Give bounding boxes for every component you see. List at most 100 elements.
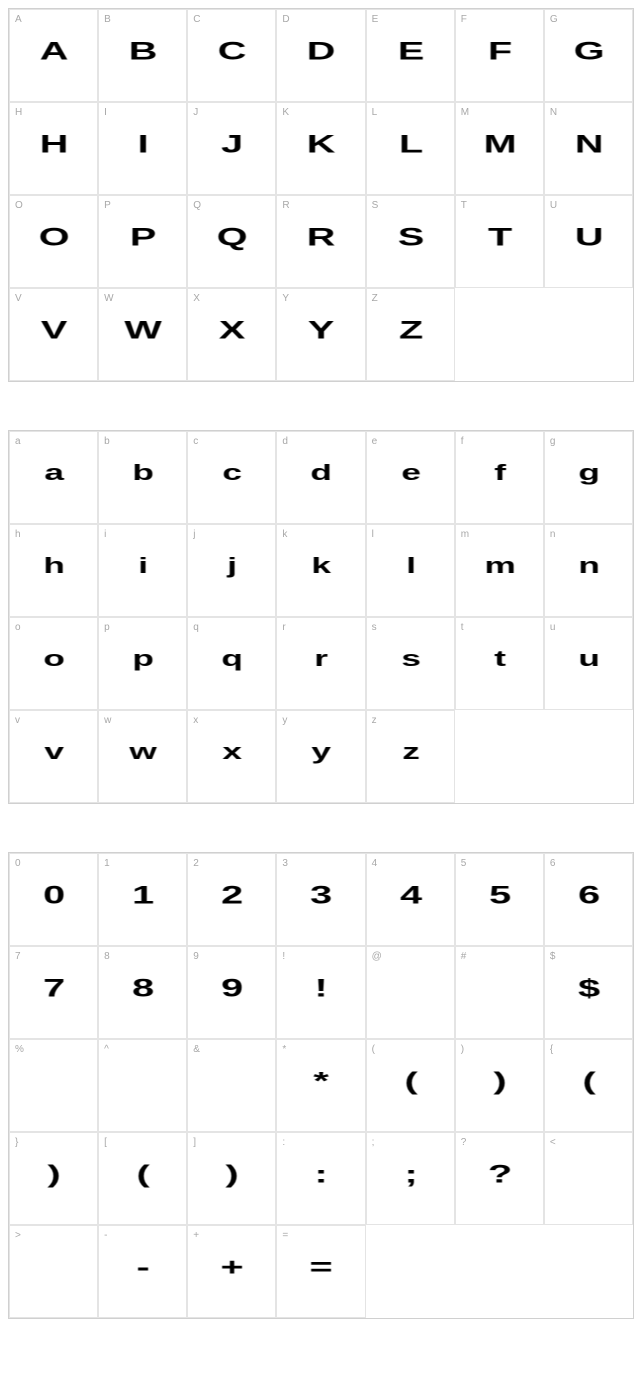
- charmap-cell[interactable]: MM: [455, 102, 544, 195]
- charmap-cell[interactable]: }): [9, 1132, 98, 1225]
- charmap-cell[interactable]: tt: [455, 617, 544, 710]
- charmap-cell[interactable]: 55: [455, 853, 544, 946]
- cell-glyph: e: [362, 460, 458, 486]
- charmap-cell[interactable]: JJ: [187, 102, 276, 195]
- charmap-cell[interactable]: kk: [276, 524, 365, 617]
- charmap-cell[interactable]: II: [98, 102, 187, 195]
- charmap-cell[interactable]: ]): [187, 1132, 276, 1225]
- charmap-cell[interactable]: **: [276, 1039, 365, 1132]
- charmap-cell[interactable]: vv: [9, 710, 98, 803]
- charmap-cell[interactable]: [(: [98, 1132, 187, 1225]
- charmap-cell[interactable]: pp: [98, 617, 187, 710]
- charmap-cell[interactable]: nn: [544, 524, 633, 617]
- charmap-cell[interactable]: QQ: [187, 195, 276, 288]
- cell-glyph: A: [6, 36, 102, 65]
- charmap-cell[interactable]: aa: [9, 431, 98, 524]
- cell-glyph: d: [273, 460, 369, 486]
- charmap-cell[interactable]: xx: [187, 710, 276, 803]
- charmap-cell[interactable]: ee: [366, 431, 455, 524]
- charmap-cell[interactable]: !!: [276, 946, 365, 1039]
- cell-glyph: E: [362, 36, 458, 65]
- charmap-cell[interactable]: qq: [187, 617, 276, 710]
- charmap-cell[interactable]: jj: [187, 524, 276, 617]
- cell-glyph: 9: [184, 973, 280, 1002]
- charmap-cell[interactable]: dd: [276, 431, 365, 524]
- charmap-cell[interactable]: KK: [276, 102, 365, 195]
- charmap-cell[interactable]: %: [9, 1039, 98, 1132]
- charmap-cell[interactable]: ++: [187, 1225, 276, 1318]
- charmap-cell[interactable]: oo: [9, 617, 98, 710]
- cell-glyph: I: [95, 129, 191, 158]
- charmap-cell[interactable]: FF: [455, 9, 544, 102]
- charmap-cell[interactable]: @: [366, 946, 455, 1039]
- cell-glyph: 7: [6, 973, 102, 1002]
- charmap-cell[interactable]: 00: [9, 853, 98, 946]
- cell-label: 2: [193, 858, 199, 869]
- charmap-cell[interactable]: RR: [276, 195, 365, 288]
- charmap-cell[interactable]: ==: [276, 1225, 365, 1318]
- charmap-cell[interactable]: uu: [544, 617, 633, 710]
- charmap-cell[interactable]: NN: [544, 102, 633, 195]
- charmap-cell[interactable]: ss: [366, 617, 455, 710]
- charmap-cell[interactable]: UU: [544, 195, 633, 288]
- charmap-cell[interactable]: VV: [9, 288, 98, 381]
- charmap-cell[interactable]: $$: [544, 946, 633, 1039]
- charmap-cell[interactable]: )): [455, 1039, 544, 1132]
- charmap-cell[interactable]: yy: [276, 710, 365, 803]
- charmap-cell[interactable]: bb: [98, 431, 187, 524]
- cell-label: #: [461, 951, 467, 962]
- charmap-cell[interactable]: BB: [98, 9, 187, 102]
- charmap-cell[interactable]: AA: [9, 9, 98, 102]
- charmap-cell[interactable]: rr: [276, 617, 365, 710]
- charmap-cell[interactable]: SS: [366, 195, 455, 288]
- charmap-cell[interactable]: --: [98, 1225, 187, 1318]
- charmap-cell[interactable]: ;;: [366, 1132, 455, 1225]
- charmap-cell[interactable]: PP: [98, 195, 187, 288]
- charmap-cell[interactable]: CC: [187, 9, 276, 102]
- cell-glyph: F: [451, 36, 547, 65]
- charmap-cell[interactable]: 99: [187, 946, 276, 1039]
- charmap-cell[interactable]: ^: [98, 1039, 187, 1132]
- charmap-cell[interactable]: DD: [276, 9, 365, 102]
- charmap-cell[interactable]: 44: [366, 853, 455, 946]
- cell-label: (: [372, 1044, 375, 1055]
- charmap-cell[interactable]: &: [187, 1039, 276, 1132]
- charmap-cell[interactable]: OO: [9, 195, 98, 288]
- charmap-cell[interactable]: ZZ: [366, 288, 455, 381]
- charmap-cell[interactable]: 22: [187, 853, 276, 946]
- charmap-cell[interactable]: ::: [276, 1132, 365, 1225]
- cell-label: W: [104, 293, 113, 304]
- charmap-cell[interactable]: TT: [455, 195, 544, 288]
- cell-label: 1: [104, 858, 110, 869]
- charmap-cell[interactable]: GG: [544, 9, 633, 102]
- cell-label: a: [15, 436, 21, 447]
- charmap-cell[interactable]: ww: [98, 710, 187, 803]
- charmap-cell[interactable]: mm: [455, 524, 544, 617]
- charmap-cell[interactable]: ff: [455, 431, 544, 524]
- charmap-cell[interactable]: ii: [98, 524, 187, 617]
- charmap-cell[interactable]: gg: [544, 431, 633, 524]
- charmap-cell[interactable]: EE: [366, 9, 455, 102]
- charmap-section-lowercase: aabbccddeeffgg hhiijjkkllmmnn ooppqqrrsstt…: [8, 430, 634, 804]
- charmap-cell[interactable]: hh: [9, 524, 98, 617]
- charmap-cell[interactable]: <: [544, 1132, 633, 1225]
- cell-glyph: W: [95, 315, 191, 344]
- charmap-cell[interactable]: ll: [366, 524, 455, 617]
- charmap-cell[interactable]: 88: [98, 946, 187, 1039]
- charmap-cell[interactable]: LL: [366, 102, 455, 195]
- charmap-cell[interactable]: XX: [187, 288, 276, 381]
- charmap-cell[interactable]: >: [9, 1225, 98, 1318]
- charmap-cell[interactable]: #: [455, 946, 544, 1039]
- charmap-cell[interactable]: ((: [366, 1039, 455, 1132]
- charmap-cell[interactable]: 11: [98, 853, 187, 946]
- charmap-cell[interactable]: 77: [9, 946, 98, 1039]
- charmap-cell[interactable]: 66: [544, 853, 633, 946]
- charmap-cell[interactable]: YY: [276, 288, 365, 381]
- charmap-cell[interactable]: {(: [544, 1039, 633, 1132]
- charmap-cell[interactable]: WW: [98, 288, 187, 381]
- charmap-cell[interactable]: zz: [366, 710, 455, 803]
- charmap-cell[interactable]: 33: [276, 853, 365, 946]
- charmap-cell[interactable]: cc: [187, 431, 276, 524]
- charmap-cell[interactable]: HH: [9, 102, 98, 195]
- charmap-cell[interactable]: ??: [455, 1132, 544, 1225]
